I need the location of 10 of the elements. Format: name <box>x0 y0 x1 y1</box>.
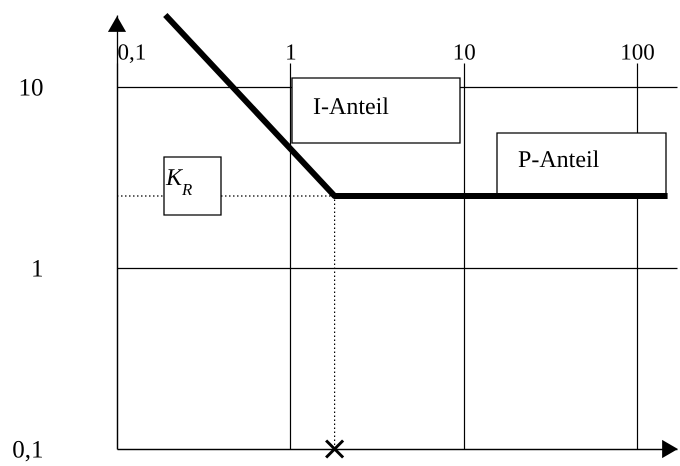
x-tick-label: 1 <box>285 40 297 64</box>
x-tick-label: 0,1 <box>118 40 146 64</box>
y-tick-label: 1 <box>31 256 44 283</box>
y-tick-label: 10 <box>18 74 44 102</box>
y-tick-label: 0,1 <box>12 436 44 464</box>
annotation: I-Anteil <box>313 94 390 120</box>
ref-line-label: K$_{R}$ <box>165 164 192 198</box>
x-tick-label: 10 <box>452 40 476 64</box>
annotation: P-Anteil <box>518 147 600 173</box>
x-tick-label: 100 <box>620 40 655 64</box>
